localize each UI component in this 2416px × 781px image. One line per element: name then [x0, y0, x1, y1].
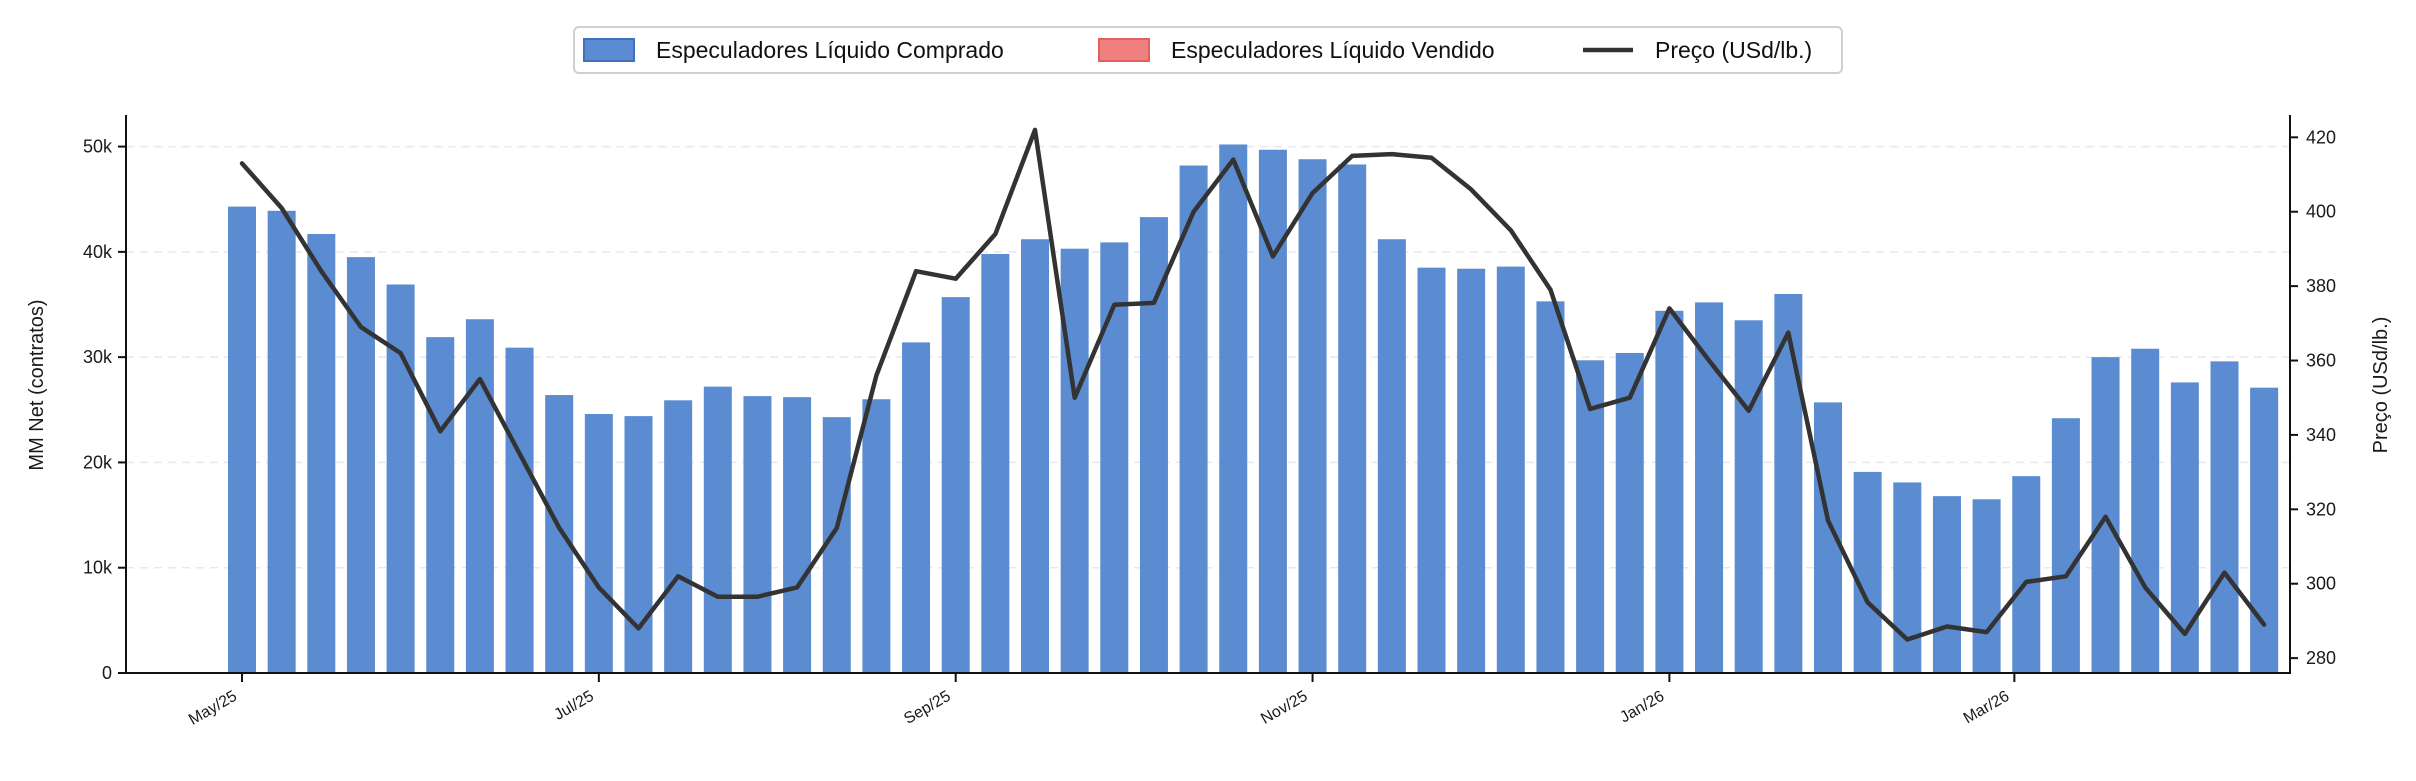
y-tick-label-3: 30k	[83, 347, 113, 367]
bar-13	[743, 396, 772, 673]
y-tick-label-2: 20k	[83, 452, 113, 472]
bar-8	[545, 395, 574, 673]
bar-14	[783, 397, 812, 673]
bar-48	[2131, 348, 2160, 673]
bar-17	[902, 342, 931, 673]
bar-6	[465, 319, 494, 673]
bar-25	[1219, 144, 1248, 673]
bar-23	[1139, 217, 1168, 674]
bar-9	[584, 414, 613, 673]
bar-30	[1417, 267, 1446, 673]
y2-tick-label-6: 400	[2306, 202, 2336, 222]
legend-swatch-0	[583, 38, 635, 62]
bar-46	[2051, 418, 2080, 673]
bar-49	[2170, 382, 2199, 673]
bar-7	[505, 347, 534, 673]
bar-38	[1734, 320, 1763, 673]
bar-33	[1536, 301, 1565, 673]
bar-27	[1298, 159, 1327, 673]
x-tick-label-3: Nov/25	[1258, 688, 1310, 728]
bar-28	[1338, 164, 1367, 673]
bar-16	[862, 399, 891, 673]
x-tick-label-1: Jul/25	[551, 688, 597, 724]
y-tick-label-1: 10k	[83, 558, 113, 578]
y2-tick-label-3: 340	[2306, 425, 2336, 445]
bar-34	[1576, 360, 1605, 673]
bar-36	[1655, 310, 1684, 673]
legend-label-1: Especuladores Líquido Vendido	[1171, 37, 1495, 63]
y2-axis-label: Preço (USd/lb.)	[2370, 317, 2392, 454]
bar-31	[1457, 268, 1486, 673]
y2-tick-label-7: 420	[2306, 127, 2336, 147]
bar-32	[1496, 266, 1525, 673]
bar-19	[981, 253, 1010, 674]
bar-41	[1853, 471, 1882, 673]
legend-box	[573, 26, 1843, 74]
bar-0	[228, 206, 256, 673]
bar-11	[664, 400, 693, 673]
y2-tick-label-0: 280	[2306, 648, 2336, 668]
bar-42	[1893, 482, 1922, 673]
bar-29	[1377, 239, 1406, 674]
price-line	[239, 127, 2267, 642]
gridlines	[126, 145, 2290, 569]
y2-tick-label-1: 300	[2306, 574, 2336, 594]
bar-45	[2012, 476, 2041, 673]
bar-18	[941, 297, 970, 673]
x-tick-label-5: Mar/26	[1961, 688, 2013, 728]
bar-35	[1615, 352, 1644, 673]
y2-tick-label-5: 380	[2306, 276, 2336, 296]
bar-44	[1972, 499, 2001, 673]
bar-series	[228, 144, 2279, 674]
bar-10	[624, 416, 653, 673]
bar-24	[1179, 165, 1208, 674]
x-tick-label-2: Sep/25	[901, 688, 954, 728]
y2-tick-label-4: 360	[2306, 351, 2336, 371]
bar-39	[1774, 293, 1803, 673]
y-tick-label-0: 0	[102, 663, 112, 683]
bar-2	[307, 233, 336, 673]
bar-51	[2250, 387, 2279, 673]
bar-20	[1021, 239, 1049, 674]
legend-swatch-1	[1098, 38, 1150, 62]
price-line-series	[239, 127, 2267, 642]
bar-5	[426, 337, 455, 673]
bar-4	[386, 284, 415, 673]
legend: Especuladores Líquido Comprado Especulado…	[573, 26, 1843, 74]
legend-label-2: Preço (USd/lb.)	[1655, 37, 1812, 63]
x-tick-label-4: Jan/26	[1617, 688, 1667, 727]
bar-1	[267, 210, 296, 673]
bar-50	[2210, 361, 2239, 673]
legend-label-0: Especuladores Líquido Comprado	[656, 37, 1004, 63]
bar-21	[1060, 248, 1089, 674]
y2-tick-label-2: 320	[2306, 499, 2336, 519]
x-tick-label-0: May/25	[186, 688, 240, 729]
bar-22	[1100, 242, 1129, 673]
bar-3	[346, 257, 375, 673]
y-tick-label-5: 50k	[83, 137, 113, 157]
bar-43	[1932, 496, 1961, 673]
bar-12	[703, 386, 732, 673]
y-tick-label-4: 40k	[83, 242, 113, 262]
y-axis-label: MM Net (contratos)	[26, 299, 48, 470]
